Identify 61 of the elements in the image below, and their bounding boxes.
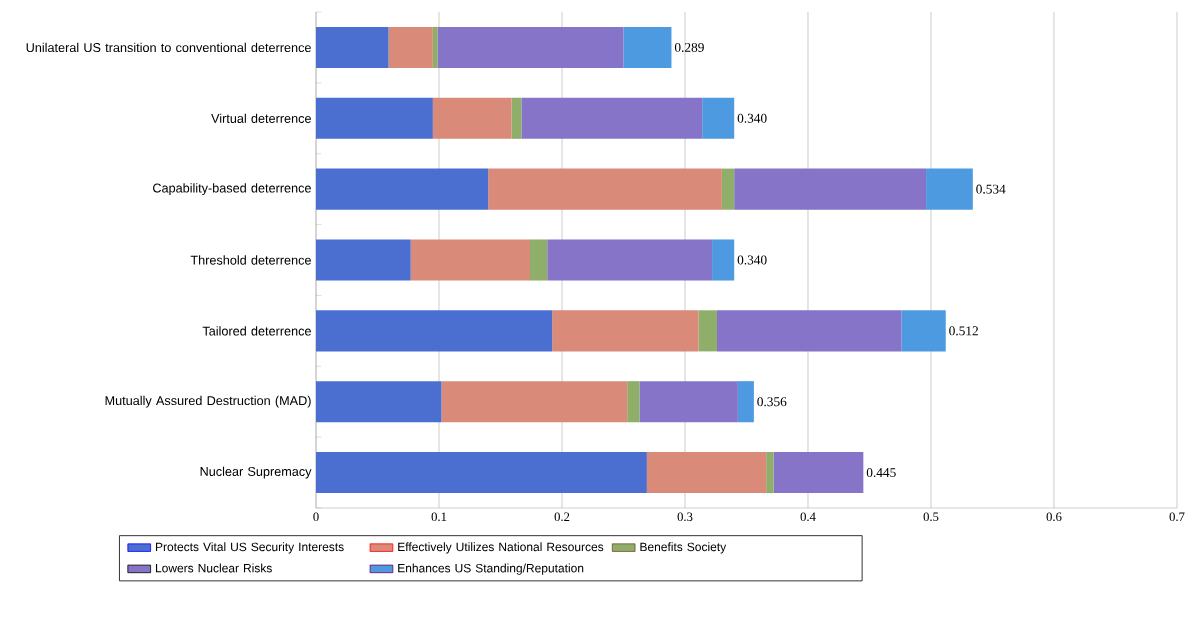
bar [316, 239, 411, 281]
bar [639, 381, 738, 423]
y-tick-label: Unilateral US transition to conventional deterrence [26, 42, 311, 53]
bar [488, 168, 722, 210]
bar [441, 381, 628, 423]
total-label: 0.512 [949, 326, 978, 336]
bar [432, 26, 438, 68]
bar [766, 452, 774, 494]
total-label: 0.534 [976, 184, 1006, 194]
legend-label: Benefits Society [640, 542, 727, 554]
x-tick-label: 0.3 [677, 512, 693, 522]
total-label: 0.356 [757, 397, 787, 407]
y-tick-label: Virtual deterrence [211, 113, 311, 123]
total-label: 0.445 [866, 468, 896, 478]
bar [716, 310, 902, 352]
bar [698, 310, 717, 352]
bar [316, 168, 489, 210]
x-tick-label: 0 [313, 512, 319, 522]
bar [627, 381, 640, 423]
bar [521, 97, 703, 139]
bar [316, 26, 389, 68]
bar [773, 452, 864, 494]
legend-label: Enhances US Standing/Reputation [398, 563, 584, 575]
bar [316, 97, 433, 139]
bar [926, 168, 973, 210]
bar [702, 97, 735, 139]
y-tick-label: Tailored deterrence [202, 326, 311, 336]
y-tick-label: Mutually Assured Destruction (MAD) [105, 395, 311, 408]
bar [432, 97, 512, 139]
bar [316, 381, 442, 423]
legend-label: Effectively Utilizes National Resources [398, 542, 604, 554]
bar [721, 168, 735, 210]
total-label: 0.340 [737, 113, 767, 123]
y-tick-label: Capability-based deterrence [153, 183, 311, 196]
bar [737, 381, 754, 423]
x-tick-label: 0.1 [431, 512, 447, 522]
bar [530, 239, 548, 281]
bar [437, 26, 624, 68]
bar [901, 310, 946, 352]
bar [734, 168, 927, 210]
bar [547, 239, 713, 281]
y-tick-label: Nuclear Supremacy [200, 466, 312, 479]
y-tick-label: Threshold deterrence [190, 255, 311, 265]
bar [552, 310, 699, 352]
bar [511, 97, 522, 139]
bar [388, 26, 433, 68]
bar [316, 310, 553, 352]
bar [410, 239, 531, 281]
x-tick-label: 0.2 [554, 512, 570, 522]
x-tick-label: 0.6 [1046, 512, 1062, 522]
x-tick-label: 0.7 [1169, 512, 1185, 522]
bar [712, 239, 735, 281]
bar [646, 452, 767, 494]
legend-label: Protects Vital US Security Interests [155, 542, 344, 554]
bar [316, 452, 647, 494]
x-tick-label: 0.4 [800, 512, 816, 522]
legend-label: Lowers Nuclear Risks [155, 563, 272, 573]
total-label: 0.289 [674, 42, 704, 52]
total-label: 0.340 [737, 255, 767, 265]
x-tick-label: 0.5 [923, 512, 939, 522]
bar [623, 26, 672, 68]
